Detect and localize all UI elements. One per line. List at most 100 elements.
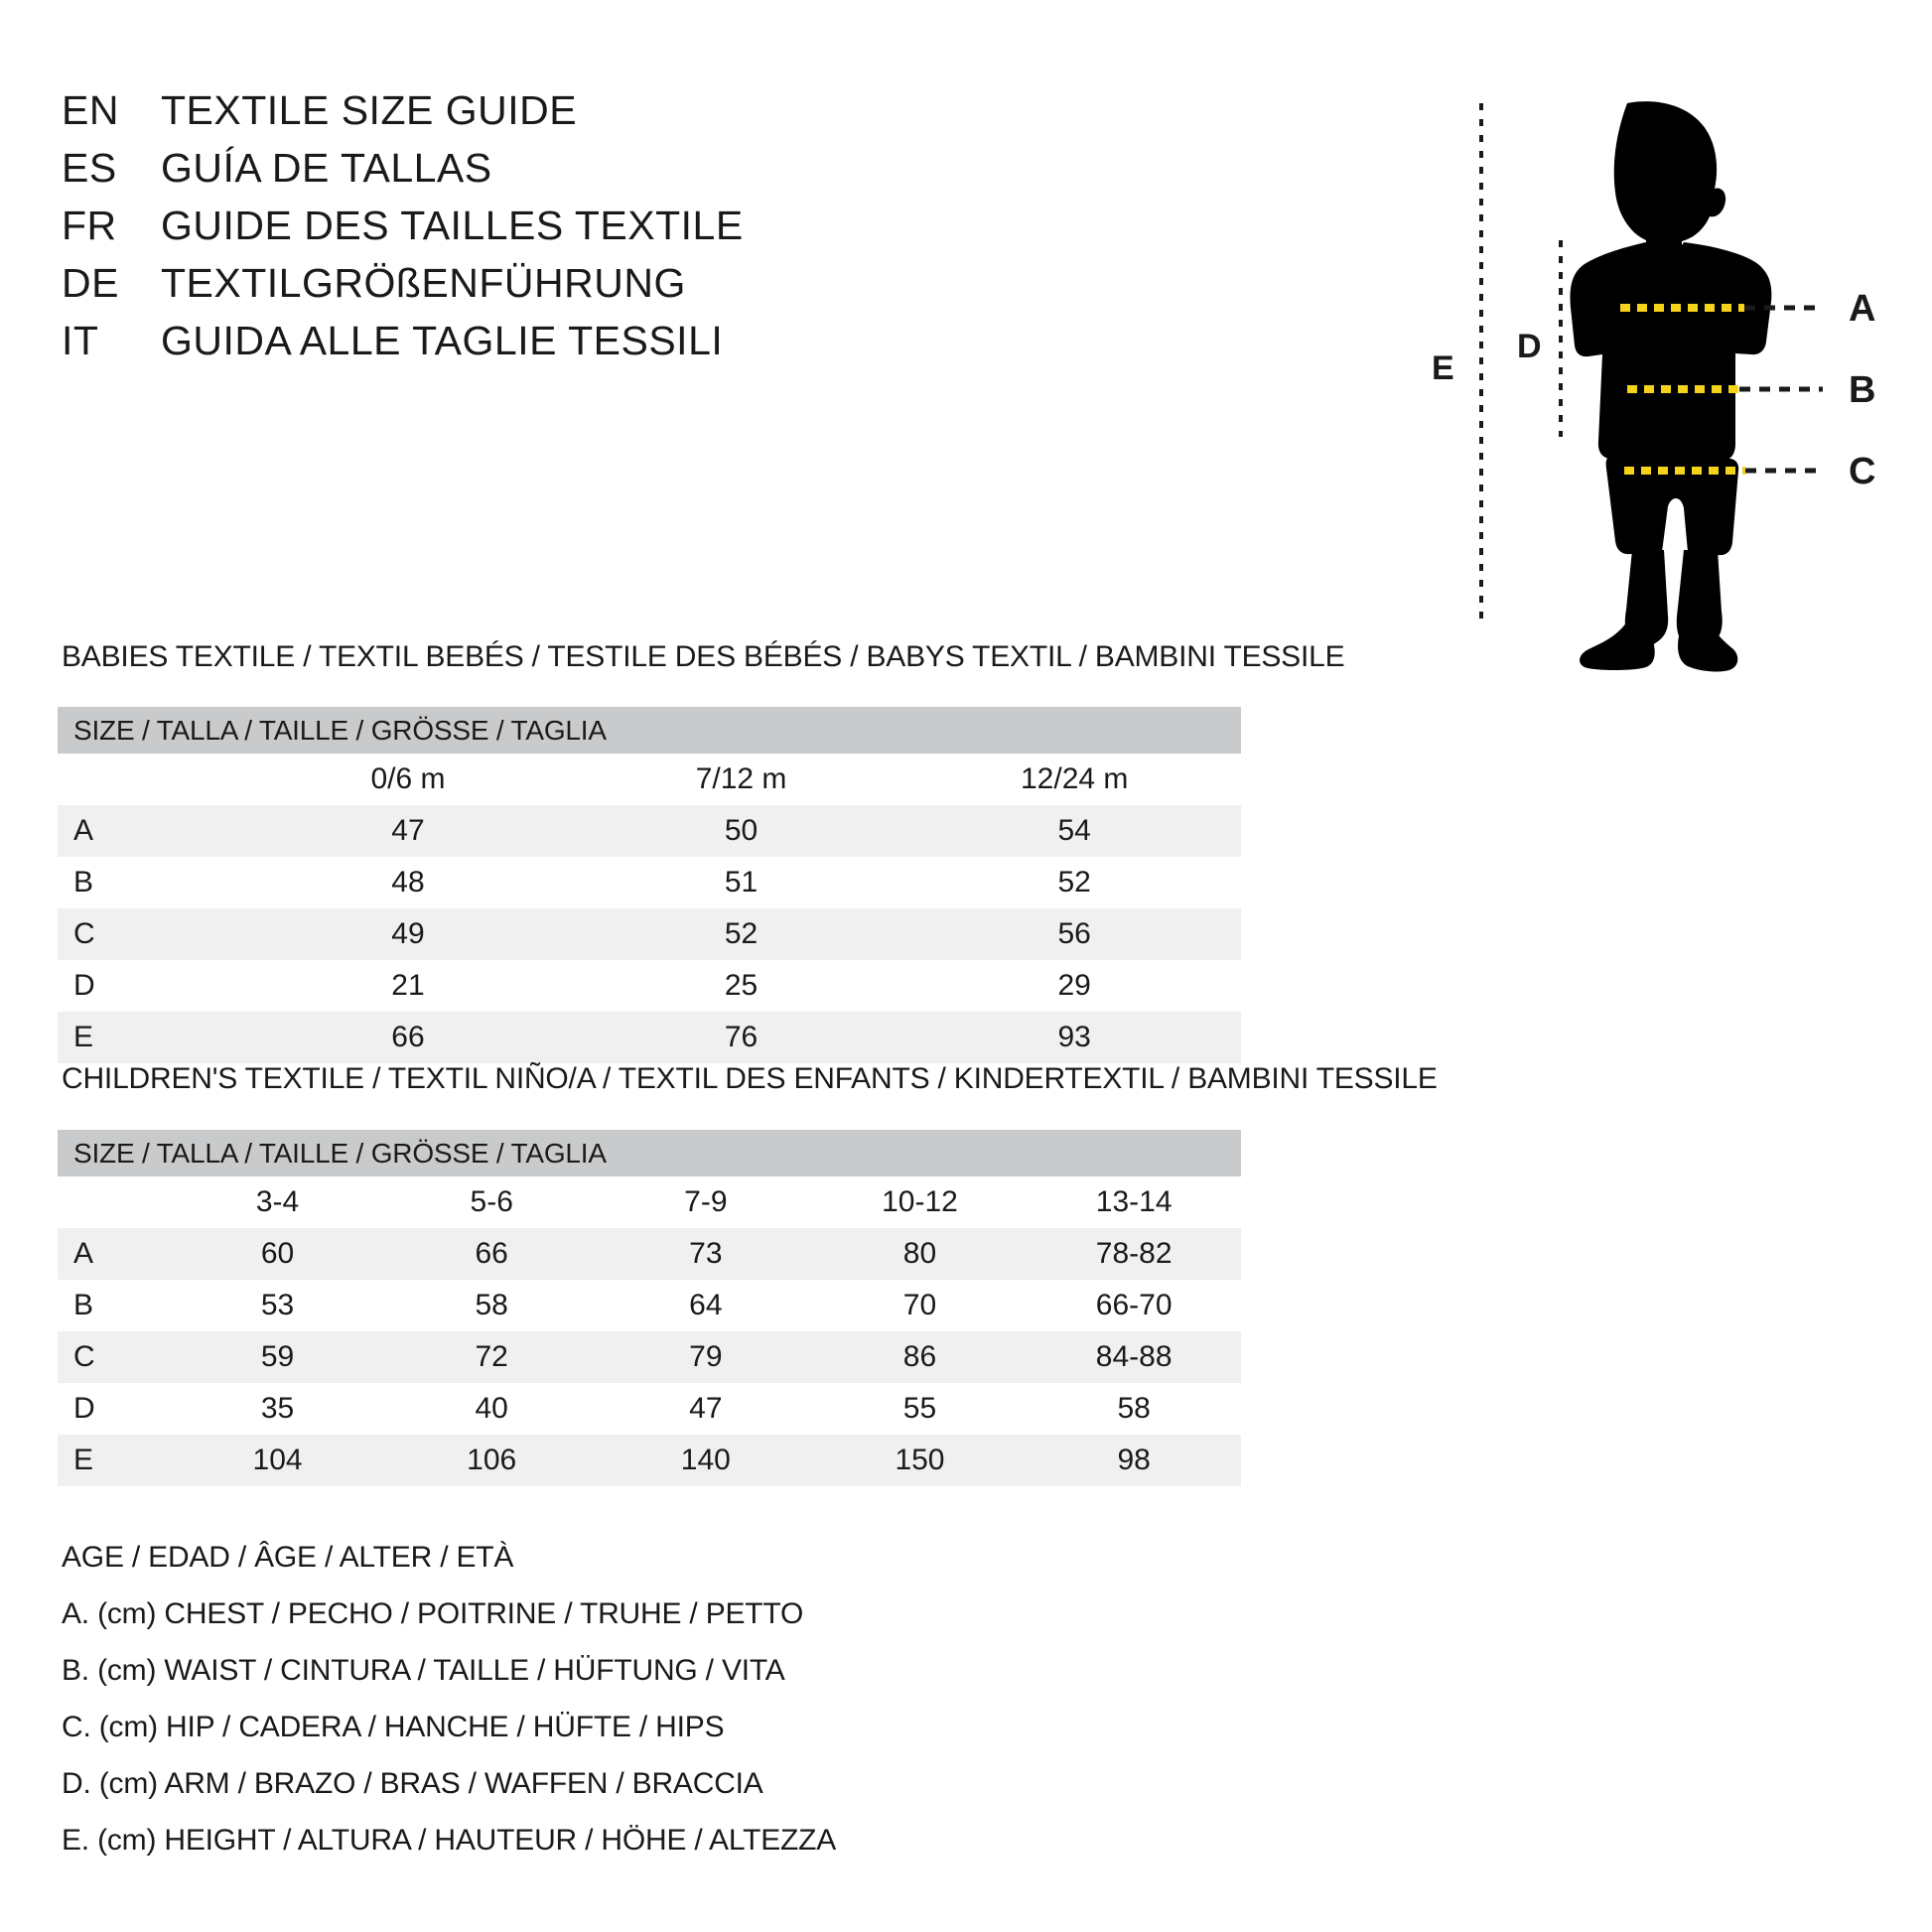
marker-label-c: C <box>1849 451 1875 492</box>
measurement-cell: 150 <box>812 1435 1028 1486</box>
measurement-cell: 72 <box>384 1331 600 1383</box>
measurement-cell: 78-82 <box>1027 1228 1241 1280</box>
row-label-cell: E <box>58 1435 171 1486</box>
measurement-cell: 73 <box>599 1228 813 1280</box>
measurement-cell: 66 <box>241 1012 575 1063</box>
empty-corner-cell <box>58 754 242 805</box>
legend-line: A. (cm) CHEST / PECHO / POITRINE / TRUHE… <box>62 1597 804 1630</box>
language-code: ES <box>62 145 117 191</box>
children-table-grid: 3-4 5-6 7-9 10-12 13-14 A 60 66 73 80 78-82 B 53 58 64… <box>58 1176 1241 1486</box>
language-title-block: EN TEXTILE SIZE GUIDE ES GUÍA DE TALLAS FR GU… <box>62 87 1352 375</box>
column-header-cell: 7/12 m <box>574 754 908 805</box>
measurement-cell: 86 <box>812 1331 1028 1383</box>
babies-column-header-row: 0/6 m 7/12 m 12/24 m <box>58 754 1241 805</box>
measurement-cell: 64 <box>599 1280 813 1331</box>
babies-table-header-bar: SIZE / TALLA / TAILLE / GRÖSSE / TAGLIA <box>58 707 1241 754</box>
empty-corner-cell <box>58 1176 171 1228</box>
measurement-cell: 21 <box>241 960 575 1012</box>
measurement-cell: 66-70 <box>1027 1280 1241 1331</box>
measurement-cell: 93 <box>907 1012 1241 1063</box>
measurement-cell: 47 <box>599 1383 813 1435</box>
children-table-header-label: SIZE / TALLA / TAILLE / GRÖSSE / TAGLIA <box>73 1137 607 1169</box>
children-table-header-bar: SIZE / TALLA / TAILLE / GRÖSSE / TAGLIA <box>58 1130 1241 1176</box>
legend-line: D. (cm) ARM / BRAZO / BRAS / WAFFEN / BR… <box>62 1767 763 1800</box>
measurement-cell: 140 <box>599 1435 813 1486</box>
children-size-table: SIZE / TALLA / TAILLE / GRÖSSE / TAGLIA … <box>58 1130 1241 1486</box>
measurement-cell: 70 <box>812 1280 1028 1331</box>
language-title: GUIDA ALLE TAGLIE TESSILI <box>161 318 724 363</box>
measurement-cell: 50 <box>574 805 908 857</box>
column-header-cell: 0/6 m <box>241 754 575 805</box>
row-label-cell: B <box>58 857 242 908</box>
babies-size-table: SIZE / TALLA / TAILLE / GRÖSSE / TAGLIA … <box>58 707 1241 1063</box>
measurement-cell: 49 <box>241 908 575 960</box>
table-row: B 48 51 52 <box>58 857 1241 908</box>
measurement-cell: 54 <box>907 805 1241 857</box>
row-label-cell: A <box>58 805 242 857</box>
table-row: E 66 76 93 <box>58 1012 1241 1063</box>
measurement-cell: 66 <box>384 1228 600 1280</box>
legend-line: AGE / EDAD / ÂGE / ALTER / ETÀ <box>62 1541 514 1574</box>
measurement-cell: 40 <box>384 1383 600 1435</box>
marker-label-a: A <box>1849 288 1875 330</box>
column-header-cell: 3-4 <box>170 1176 385 1228</box>
children-column-header-row: 3-4 5-6 7-9 10-12 13-14 <box>58 1176 1241 1228</box>
child-silhouette <box>1570 101 1772 672</box>
table-row: E 104 106 140 150 98 <box>58 1435 1241 1486</box>
row-label-cell: D <box>58 960 242 1012</box>
language-code: FR <box>62 203 117 248</box>
row-label-cell: C <box>58 1331 171 1383</box>
measurement-cell: 59 <box>170 1331 385 1383</box>
measurement-cell: 76 <box>574 1012 908 1063</box>
table-row: C 49 52 56 <box>58 908 1241 960</box>
measurement-cell: 106 <box>384 1435 600 1486</box>
legend-line: C. (cm) HIP / CADERA / HANCHE / HÜFTE / … <box>62 1711 725 1743</box>
measurement-cell: 52 <box>907 857 1241 908</box>
column-header-cell: 10-12 <box>812 1176 1028 1228</box>
column-header-cell: 7-9 <box>599 1176 813 1228</box>
measurement-cell: 56 <box>907 908 1241 960</box>
table-row: A 60 66 73 80 78-82 <box>58 1228 1241 1280</box>
legend-line: E. (cm) HEIGHT / ALTURA / HAUTEUR / HÖHE… <box>62 1824 837 1857</box>
table-row: C 59 72 79 86 84-88 <box>58 1331 1241 1383</box>
measurement-cell: 80 <box>812 1228 1028 1280</box>
marker-label-e: E <box>1432 349 1454 387</box>
legend-line: B. (cm) WAIST / CINTURA / TAILLE / HÜFTU… <box>62 1654 785 1687</box>
language-title: TEXTILGRÖßENFÜHRUNG <box>161 260 686 306</box>
measurement-cell: 60 <box>170 1228 385 1280</box>
table-row: D 21 25 29 <box>58 960 1241 1012</box>
language-row-es: ES GUÍA DE TALLAS <box>62 145 1352 203</box>
column-header-cell: 13-14 <box>1027 1176 1241 1228</box>
measurement-cell: 104 <box>170 1435 385 1486</box>
column-header-cell: 12/24 m <box>907 754 1241 805</box>
babies-table-grid: 0/6 m 7/12 m 12/24 m A 47 50 54 B 48 51 52 C 49 52 56 D… <box>58 754 1241 1063</box>
measurement-cell: 29 <box>907 960 1241 1012</box>
language-row-de: DE TEXTILGRÖßENFÜHRUNG <box>62 260 1352 318</box>
language-code: DE <box>62 260 119 306</box>
language-title: GUIDE DES TAILLES TEXTILE <box>161 203 744 248</box>
measurement-cell: 47 <box>241 805 575 857</box>
measurement-legend: AGE / EDAD / ÂGE / ALTER / ETÀ A. (cm) CH… <box>62 1529 1253 1868</box>
measurement-cell: 79 <box>599 1331 813 1383</box>
language-row-fr: FR GUIDE DES TAILLES TEXTILE <box>62 203 1352 260</box>
row-label-cell: A <box>58 1228 171 1280</box>
measurement-cell: 84-88 <box>1027 1331 1241 1383</box>
column-header-cell: 5-6 <box>384 1176 600 1228</box>
row-label-cell: E <box>58 1012 242 1063</box>
language-title: TEXTILE SIZE GUIDE <box>161 87 578 133</box>
measurement-cell: 58 <box>1027 1383 1241 1435</box>
body-measurement-diagram: A B C D E <box>1390 60 1932 675</box>
table-row: D 35 40 47 55 58 <box>58 1383 1241 1435</box>
measurement-cell: 52 <box>574 908 908 960</box>
row-label-cell: B <box>58 1280 171 1331</box>
measurement-cell: 58 <box>384 1280 600 1331</box>
babies-section-title: BABIES TEXTILE / TEXTIL BEBÉS / TESTILE … <box>62 640 1345 673</box>
marker-label-d: D <box>1517 328 1542 365</box>
measurement-cell: 25 <box>574 960 908 1012</box>
table-row: A 47 50 54 <box>58 805 1241 857</box>
measurement-cell: 55 <box>812 1383 1028 1435</box>
language-code: EN <box>62 87 119 133</box>
row-label-cell: C <box>58 908 242 960</box>
measurement-cell: 48 <box>241 857 575 908</box>
children-section-title: CHILDREN'S TEXTILE / TEXTIL NIÑO/A / TEX… <box>62 1062 1438 1095</box>
